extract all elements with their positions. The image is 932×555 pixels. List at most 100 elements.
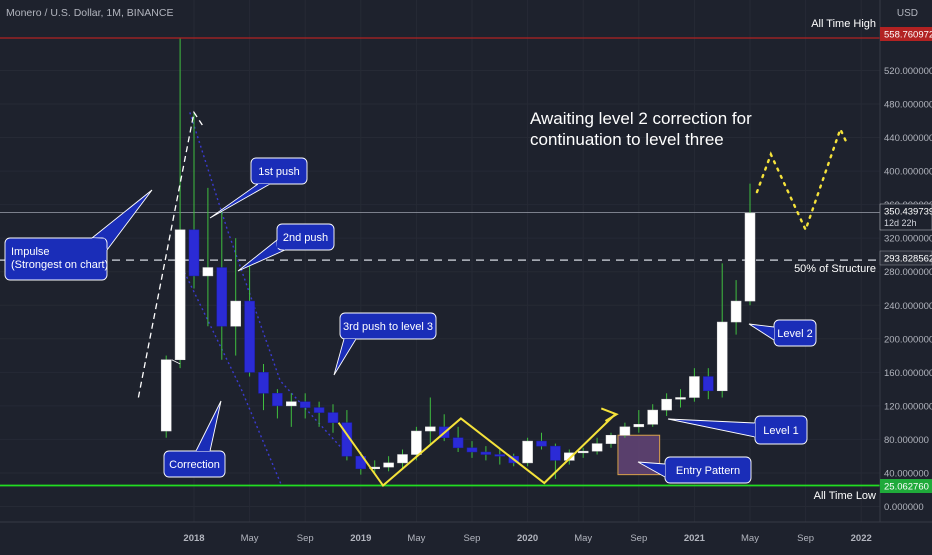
time-axis-panel[interactable] — [0, 522, 932, 550]
x-tick-label: 2020 — [517, 533, 538, 544]
callout-level2[interactable]: Level 2 — [748, 319, 817, 347]
candle-bear — [327, 412, 339, 423]
x-tick-label: Sep — [464, 533, 481, 544]
all-time-high-label: All Time High — [811, 18, 876, 30]
y-tick-label: 520.000000 — [884, 66, 932, 77]
callout-text: Level 1 — [763, 425, 798, 437]
candle-bull — [744, 212, 756, 302]
svg-text:293.828562: 293.828562 — [884, 254, 932, 265]
candle-bear — [703, 376, 714, 392]
x-tick-label: May — [741, 533, 759, 544]
decline-channel-lower — [179, 263, 283, 486]
callout-impulse[interactable]: Impulse(Strongest on chart) — [4, 189, 153, 281]
candle-bull — [202, 267, 214, 277]
svg-text:558.760972: 558.760972 — [884, 30, 932, 41]
candle-bull — [411, 430, 422, 455]
atl-price-tag: 25.062760 — [880, 479, 932, 493]
callout-entry[interactable]: Entry Pattern — [637, 456, 752, 484]
y-tick-label: 0.000000 — [884, 502, 924, 513]
y-tick-label: 480.000000 — [884, 100, 932, 111]
candle-bull — [577, 450, 589, 454]
candle-bull — [564, 452, 575, 461]
candle-bull — [716, 321, 728, 392]
x-tick-label: 2021 — [684, 533, 706, 544]
callout-first-push[interactable]: 1st push — [209, 157, 308, 219]
candle-bear — [550, 445, 561, 461]
candle-bull — [619, 426, 631, 436]
x-tick-label: 2022 — [851, 533, 872, 544]
candle-bull — [160, 359, 172, 432]
ath-price-tag: 558.760972 — [880, 27, 932, 41]
callout-seam — [276, 240, 285, 250]
candle-bear — [480, 451, 492, 455]
zigzag-arrowhead — [600, 407, 619, 422]
fifty-percent-label: 50% of Structure — [794, 263, 876, 275]
callout-correction[interactable]: Correction — [163, 400, 226, 478]
impulse-dashed-segment — [175, 292, 185, 360]
candle-bear — [536, 440, 547, 447]
main-note-line-1: Awaiting level 2 correction for — [530, 109, 752, 128]
candle-bear — [299, 401, 311, 408]
candle-bear — [466, 447, 478, 453]
candle-bear — [272, 393, 283, 407]
callout-text: (Strongest on chart) — [11, 259, 108, 271]
candle-bull — [425, 426, 436, 432]
candle-bull — [730, 300, 742, 323]
candle-bear — [244, 300, 255, 373]
callout-text: 2nd push — [283, 232, 328, 244]
candle-bull — [689, 376, 700, 398]
candle-bear — [494, 454, 506, 457]
candle-bear — [341, 422, 353, 457]
candle-bull — [383, 462, 394, 468]
impulse-dashed-line — [137, 110, 203, 398]
callout-text: Level 2 — [777, 328, 812, 340]
currency-label: USD — [897, 8, 918, 19]
x-tick-label: Sep — [630, 533, 647, 544]
callout-seam — [344, 339, 356, 343]
candle-bull — [174, 229, 186, 361]
callout-text: Correction — [169, 459, 220, 471]
decline-channel-upper — [189, 112, 342, 449]
candle-bear — [313, 407, 325, 413]
candle-bear — [188, 229, 200, 277]
callout-pointer — [667, 418, 756, 438]
fifty-price-tag: 293.828562 — [879, 250, 932, 266]
candle-bull — [591, 443, 603, 452]
callout-seam — [746, 423, 755, 437]
callout-text: 3rd push to level 3 — [343, 321, 433, 333]
callouts-layer: Impulse(Strongest on chart) 1st push 2nd p… — [4, 157, 817, 484]
callout-level1[interactable]: Level 1 — [667, 415, 808, 445]
candle-bull — [675, 397, 686, 400]
x-tick-label: 2019 — [350, 533, 371, 544]
callout-seam — [662, 464, 665, 477]
callout-box — [250, 157, 308, 185]
callout-second-push[interactable]: 2nd push — [237, 223, 335, 272]
callout-third-push[interactable]: 3rd push to level 3 — [333, 312, 437, 376]
projection-path — [755, 125, 849, 234]
y-tick-label: 280.000000 — [884, 267, 932, 278]
impulse-tick — [171, 359, 181, 365]
y-tick-label: 120.000000 — [884, 401, 932, 412]
candle-bear — [452, 437, 464, 449]
candle-bull — [605, 434, 617, 444]
callout-text: Entry Pattern — [676, 465, 740, 477]
all-time-low-label: All Time Low — [814, 490, 876, 502]
x-tick-label: 2018 — [183, 533, 204, 544]
y-tick-label: 200.000000 — [884, 334, 932, 345]
candle-bear — [258, 372, 269, 394]
x-tick-label: Sep — [797, 533, 814, 544]
svg-text:25.062760: 25.062760 — [884, 482, 929, 493]
x-tick-label: May — [574, 533, 592, 544]
current-price-value: 350.439739 — [884, 207, 932, 218]
callout-box — [4, 237, 108, 281]
y-tick-label: 240.000000 — [884, 301, 932, 312]
symbol-title: Monero / U.S. Dollar, 1M, BINANCE — [6, 7, 173, 19]
y-tick-label: 400.000000 — [884, 167, 932, 178]
countdown-value: 12d 22h — [884, 218, 917, 228]
callout-box — [163, 450, 226, 478]
levels-layer — [0, 37, 880, 487]
main-note-line-2: continuation to level three — [530, 130, 724, 149]
callout-box — [276, 223, 335, 251]
